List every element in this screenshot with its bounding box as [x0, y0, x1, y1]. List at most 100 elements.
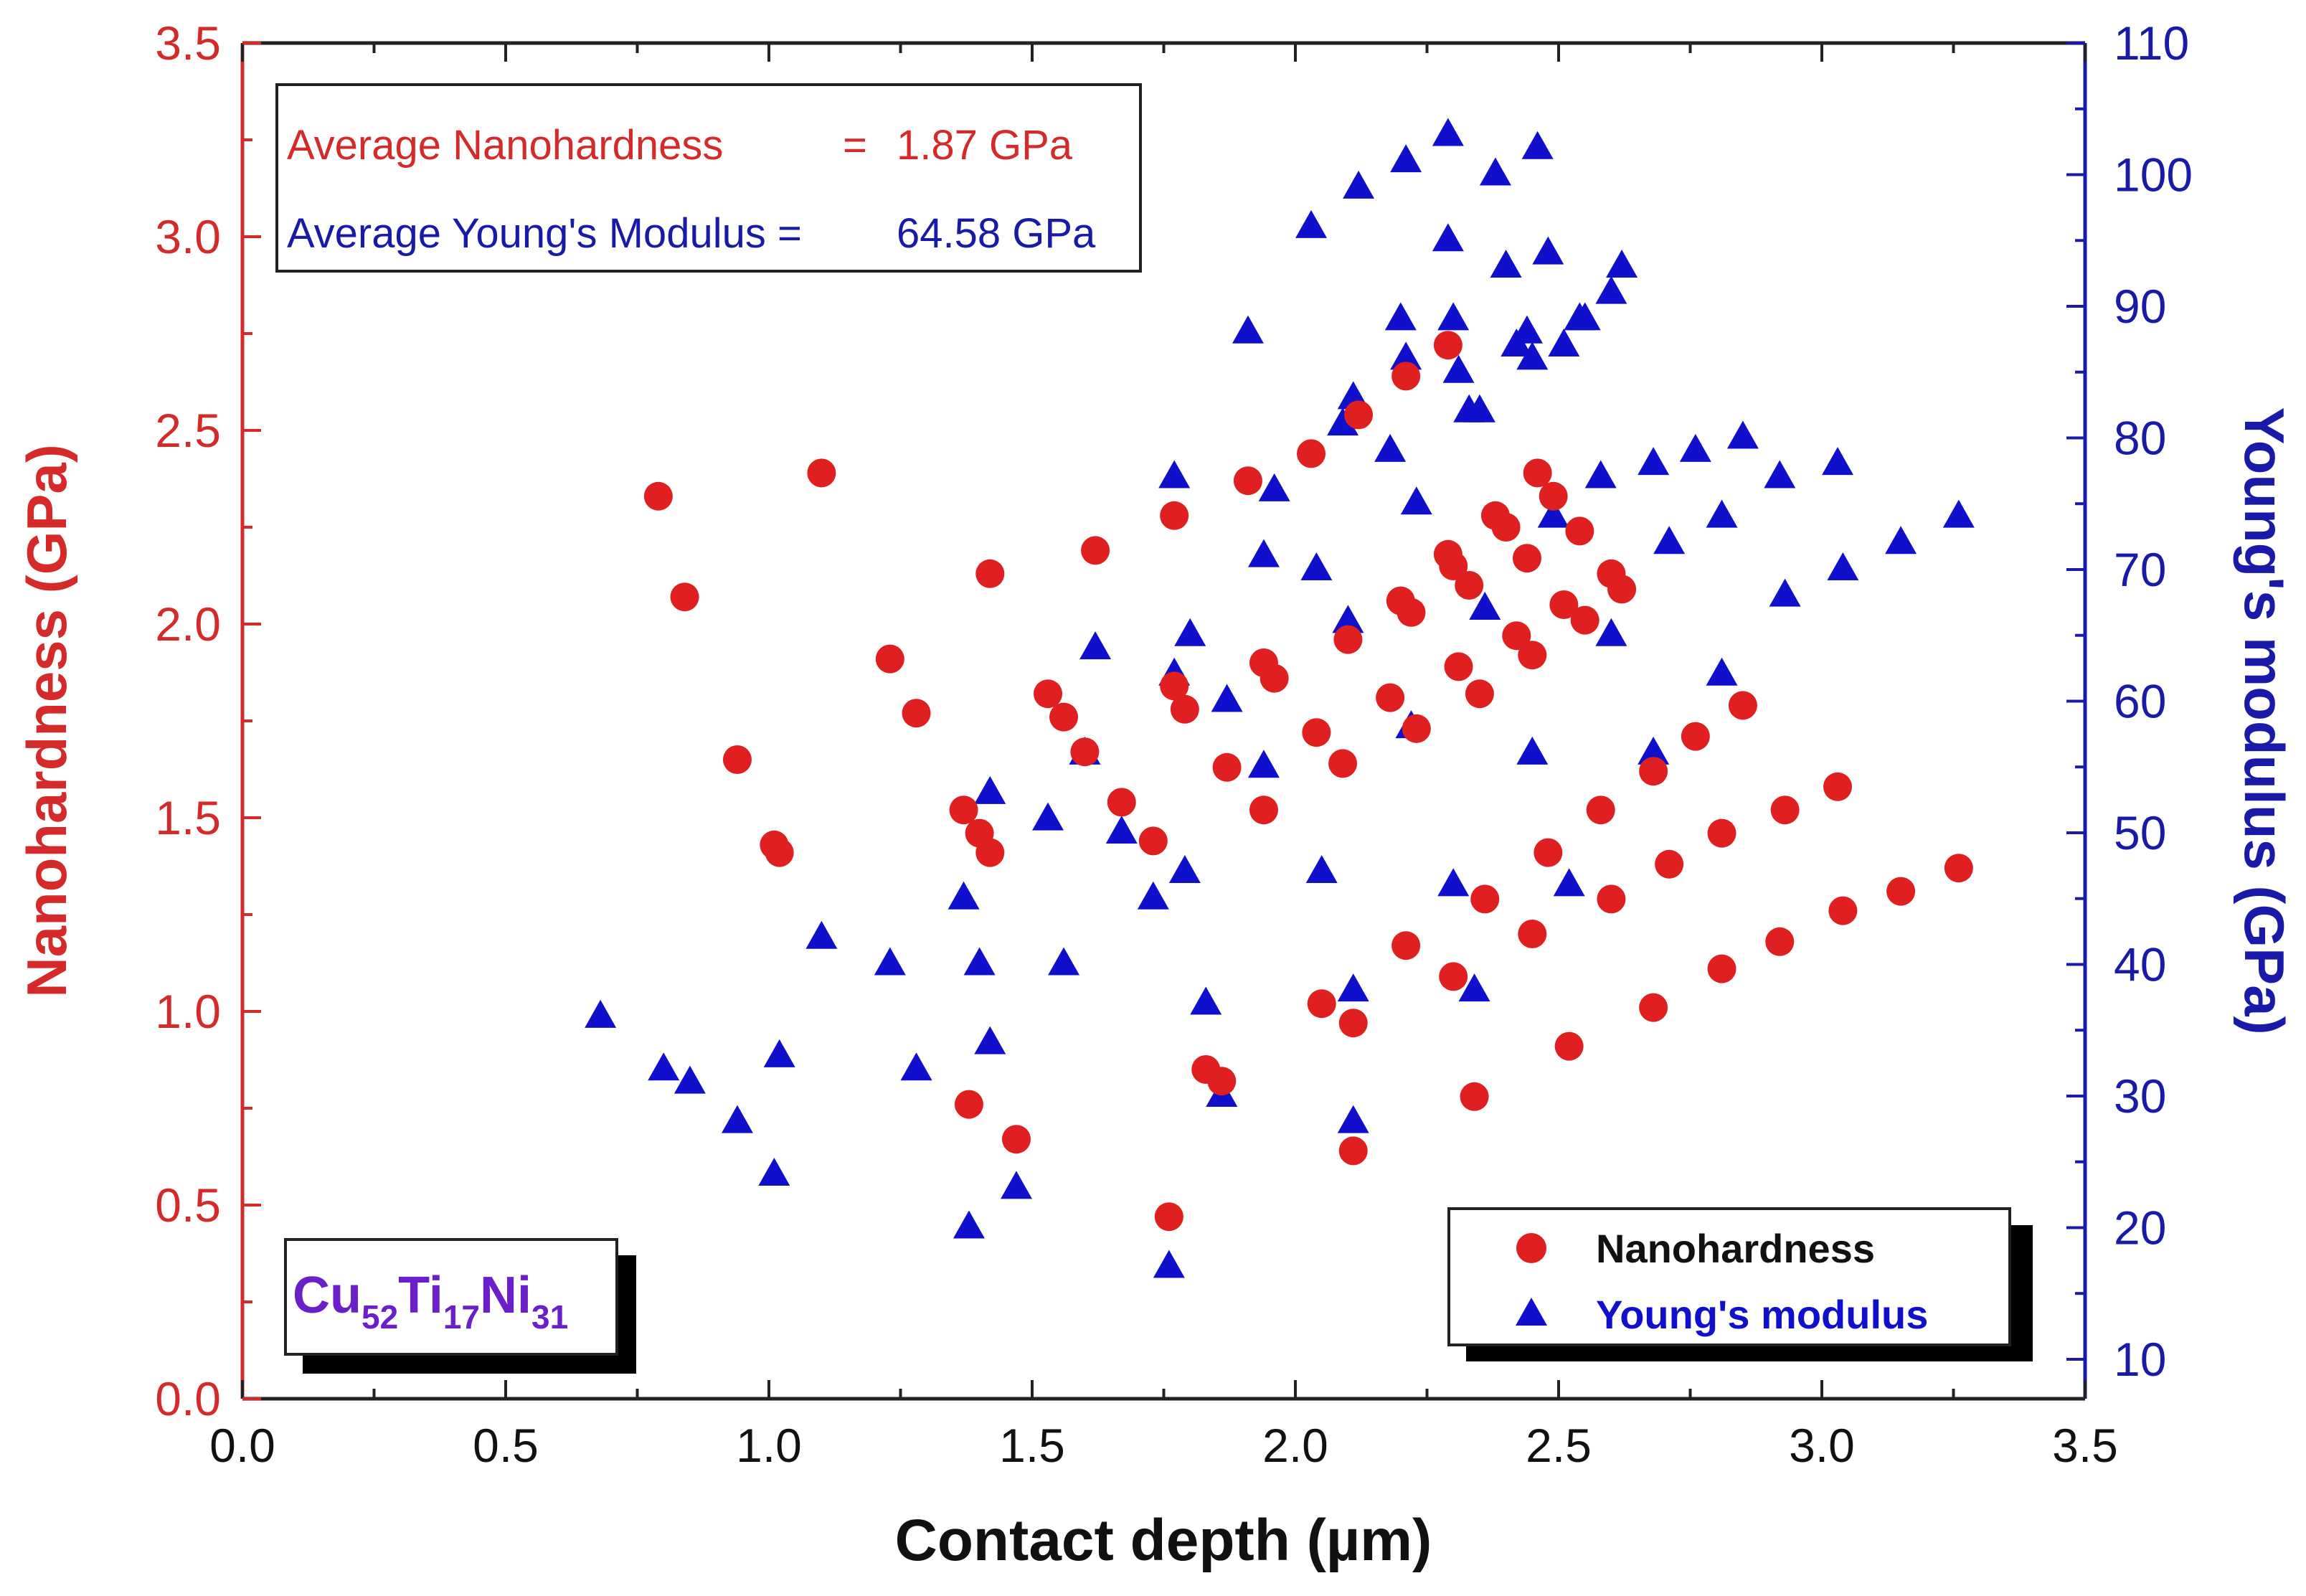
y2-tick-label: 10: [2114, 1333, 2166, 1386]
hardness-point: [1444, 652, 1473, 681]
average-hardness-label: Average Nanohardness: [287, 122, 723, 169]
hardness-point: [1212, 752, 1242, 782]
average-hardness-equals: =: [843, 122, 867, 169]
x-tick-label: 2.0: [1262, 1419, 1328, 1472]
modulus-point: [953, 1210, 985, 1239]
modulus-point: [1337, 1105, 1369, 1133]
modulus-point: [1458, 973, 1490, 1002]
hardness-point: [765, 838, 794, 867]
hardness-point: [1565, 516, 1594, 546]
modulus-point: [1638, 447, 1670, 476]
averages-box-frame: [275, 83, 1142, 273]
composition-frame: [284, 1238, 618, 1356]
hardness-point: [1597, 884, 1626, 914]
hardness-point: [722, 745, 752, 774]
modulus-point: [1174, 618, 1206, 646]
modulus-point: [1595, 618, 1627, 646]
average-hardness-value: 1.87 GPa: [897, 122, 1073, 169]
hardness-point: [1107, 788, 1136, 817]
modulus-point: [948, 881, 980, 910]
modulus-point: [1548, 329, 1580, 357]
modulus-point: [1374, 433, 1407, 462]
hardness-point: [1001, 1125, 1031, 1154]
modulus-point: [1827, 552, 1859, 580]
modulus-point: [585, 999, 617, 1028]
hardness-point: [1455, 571, 1484, 600]
modulus-point: [974, 775, 1006, 804]
y2-tick-label: 30: [2114, 1069, 2166, 1123]
composition-label: Cu52Ti17Ni31: [284, 1238, 636, 1374]
modulus-point: [1105, 815, 1138, 844]
axis-ticks: [241, 42, 2087, 1400]
x-axis-title: Contact depth (µm): [895, 1508, 1432, 1573]
hardness-point: [1391, 362, 1421, 391]
modulus-point: [1942, 499, 1975, 528]
hardness-point: [1770, 795, 1800, 825]
modulus-point: [1258, 473, 1290, 501]
modulus-point: [1537, 499, 1569, 528]
hardness-point: [954, 1090, 983, 1119]
hardness-point: [807, 458, 836, 488]
hardness-point: [1233, 466, 1262, 496]
modulus-point: [758, 1158, 790, 1186]
legend-hardness-marker: [1516, 1233, 1546, 1263]
y2-tick-label: 100: [2114, 148, 2193, 201]
modulus-point: [1247, 750, 1280, 778]
hardness-point: [1765, 927, 1795, 956]
y2-axis-title: Young's modulus (GPa): [2233, 407, 2296, 1034]
hardness-point: [670, 582, 699, 612]
y2-tick-label: 80: [2114, 411, 2166, 464]
y2-tick-label: 60: [2114, 674, 2166, 727]
y2-tick-label: 20: [2114, 1201, 2166, 1254]
modulus-point: [1432, 118, 1464, 146]
hardness-point: [1586, 795, 1615, 825]
modulus-point: [1190, 986, 1222, 1015]
hardness-point: [1034, 679, 1063, 709]
hardness-point: [1160, 671, 1189, 701]
modulus-point: [1137, 881, 1169, 910]
x-tick-label: 0.5: [473, 1419, 539, 1472]
hardness-point: [1534, 838, 1563, 867]
hardness-point: [1518, 920, 1547, 948]
modulus-point: [874, 947, 906, 976]
composition-subscript-3: 31: [531, 1298, 568, 1336]
hardness-point: [1539, 481, 1568, 511]
hardness-point: [1249, 795, 1278, 825]
hardness-point: [1402, 714, 1431, 743]
y-tick-label: 0.5: [155, 1179, 221, 1232]
modulus-point: [1606, 249, 1638, 278]
modulus-point: [1595, 275, 1627, 304]
hardness-point: [949, 795, 978, 825]
hardness-point: [1523, 458, 1552, 488]
modulus-point: [1168, 855, 1201, 884]
modulus-point: [900, 1052, 932, 1081]
hardness-point: [975, 559, 1005, 588]
modulus-point: [963, 947, 996, 976]
hardness-point: [1049, 702, 1079, 732]
modulus-point: [1079, 631, 1112, 660]
hardness-point: [1138, 826, 1168, 856]
modulus-point: [1584, 460, 1617, 488]
modulus-point: [1822, 447, 1854, 476]
modulus-point: [1532, 236, 1564, 265]
modulus-point: [1516, 341, 1549, 370]
modulus-point: [1432, 223, 1464, 252]
y2-tick-label: 110: [2114, 16, 2189, 70]
modulus-point: [1516, 736, 1549, 765]
modulus-point: [1000, 1171, 1032, 1199]
x-tick-label: 1.5: [999, 1419, 1065, 1472]
hardness-point: [1518, 641, 1547, 670]
hardness-point: [1081, 536, 1110, 565]
y-axis-title: Nanohardness (GPa): [15, 444, 78, 998]
legend-modulus-label: Young's modulus: [1596, 1292, 1928, 1337]
modulus-point: [1158, 460, 1191, 488]
hardness-point: [1655, 849, 1684, 879]
hardness-point: [1886, 877, 1916, 906]
y-tick-label: 1.0: [155, 985, 221, 1038]
modulus-point: [1232, 315, 1264, 344]
hardness-point: [1260, 664, 1289, 693]
hardness-point: [1302, 718, 1331, 747]
modulus-point: [1343, 170, 1375, 199]
hardness-point: [1297, 439, 1326, 468]
